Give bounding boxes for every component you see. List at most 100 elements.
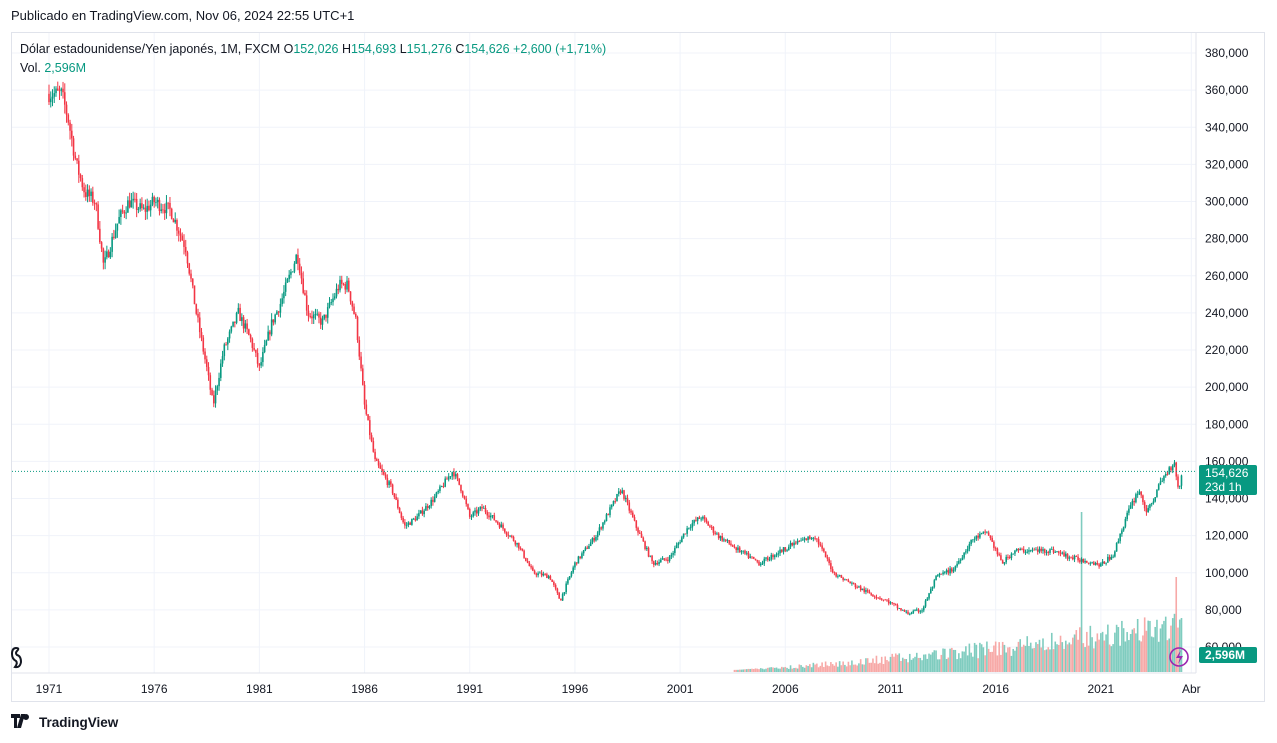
candle-body [239,307,241,321]
candle-body [1173,462,1176,466]
candle-body [619,491,622,494]
candle-body [530,566,532,568]
candle-body [710,526,713,528]
candle-body [488,515,490,518]
volume-bar [931,652,934,672]
lightning-icon[interactable] [1169,647,1189,667]
candle-body [212,395,215,404]
candle-body [828,558,830,564]
volume-bar [924,654,927,672]
candle-body [165,202,168,214]
candle-body [374,451,376,460]
volume-bar [809,664,811,672]
candle-body [1059,552,1062,554]
change-value: +2,600 (+1,71%) [513,42,607,56]
candle-body [915,609,918,611]
x-tick-label: 2021 [1088,682,1115,696]
footer-brand[interactable]: TradingView [11,714,118,731]
candle-body [856,587,858,588]
candle-body [914,609,916,611]
candle-body [467,504,469,510]
volume-bar [1007,647,1009,672]
candle-body [565,583,567,593]
candle-body [891,602,894,604]
y-tick-label: 320,000 [1205,157,1249,171]
candle-body [241,317,243,321]
candle-body [419,510,422,514]
candle-body [1121,530,1123,534]
volume-bar [1126,632,1128,672]
candle-body [754,558,757,561]
candle-body [339,279,341,291]
candle-body [589,542,592,547]
volume-bar [1017,641,1020,672]
candle-body [409,522,411,525]
candle-body [600,527,603,529]
low-label: L [399,42,407,56]
candle-body [623,490,625,500]
volume-bar [1059,635,1062,672]
candle-body [526,560,529,563]
candle-body [69,122,71,131]
volume-bar [1121,620,1123,672]
volume-bar [996,655,999,672]
candle-body [1008,556,1011,558]
candle-body [475,510,478,514]
candle-body [307,310,310,317]
candle-body [176,219,178,231]
ear-icon[interactable] [10,646,23,669]
volume-bar [1019,639,1022,672]
volume-bar [826,665,829,672]
volume-bar [947,657,950,672]
volume-bar [751,668,753,672]
candle-body [844,579,846,581]
candle-body [621,490,624,494]
x-tick-label: 1981 [246,682,273,696]
candle-body [858,586,860,588]
candle-body [244,323,247,329]
volume-bar [800,665,802,672]
candle-body [993,541,995,548]
candle-body [968,544,971,549]
candle-body [442,486,445,487]
volume-bar [880,656,883,672]
candle-body [826,557,829,559]
candle-body [58,90,61,92]
volume-bar [765,668,767,672]
candle-body [155,202,157,203]
candle-body [775,554,778,556]
volume-bar [1145,630,1148,672]
candle-body [51,96,54,99]
volume-bar [963,651,965,672]
candle-body [48,93,50,103]
candle-body [432,499,434,502]
candle-body [745,552,748,554]
volume-bar [782,667,785,672]
candle-body [861,588,864,591]
volume-bar [745,669,748,672]
candle-body [889,602,892,604]
volume-bar [1168,638,1171,672]
candle-body [1029,549,1032,551]
volume-bar [779,668,781,672]
candle-body [135,198,138,210]
candle-body [177,230,180,234]
candle-body [879,597,881,599]
volume-bar [1136,618,1139,672]
candle-body [141,203,143,209]
candle-body [397,499,399,508]
candle-body [1086,561,1088,563]
candle-body [979,534,981,538]
volume-bar [926,658,929,672]
candle-body [53,93,56,97]
candle-body [528,562,531,567]
candle-body [474,510,476,513]
volume-bar [1042,638,1044,672]
candle-body [405,525,408,526]
candles [48,81,1183,616]
candle-body [183,240,185,247]
candle-body [949,568,951,574]
volume-bar [1124,641,1127,672]
volume-bar [1140,641,1142,672]
